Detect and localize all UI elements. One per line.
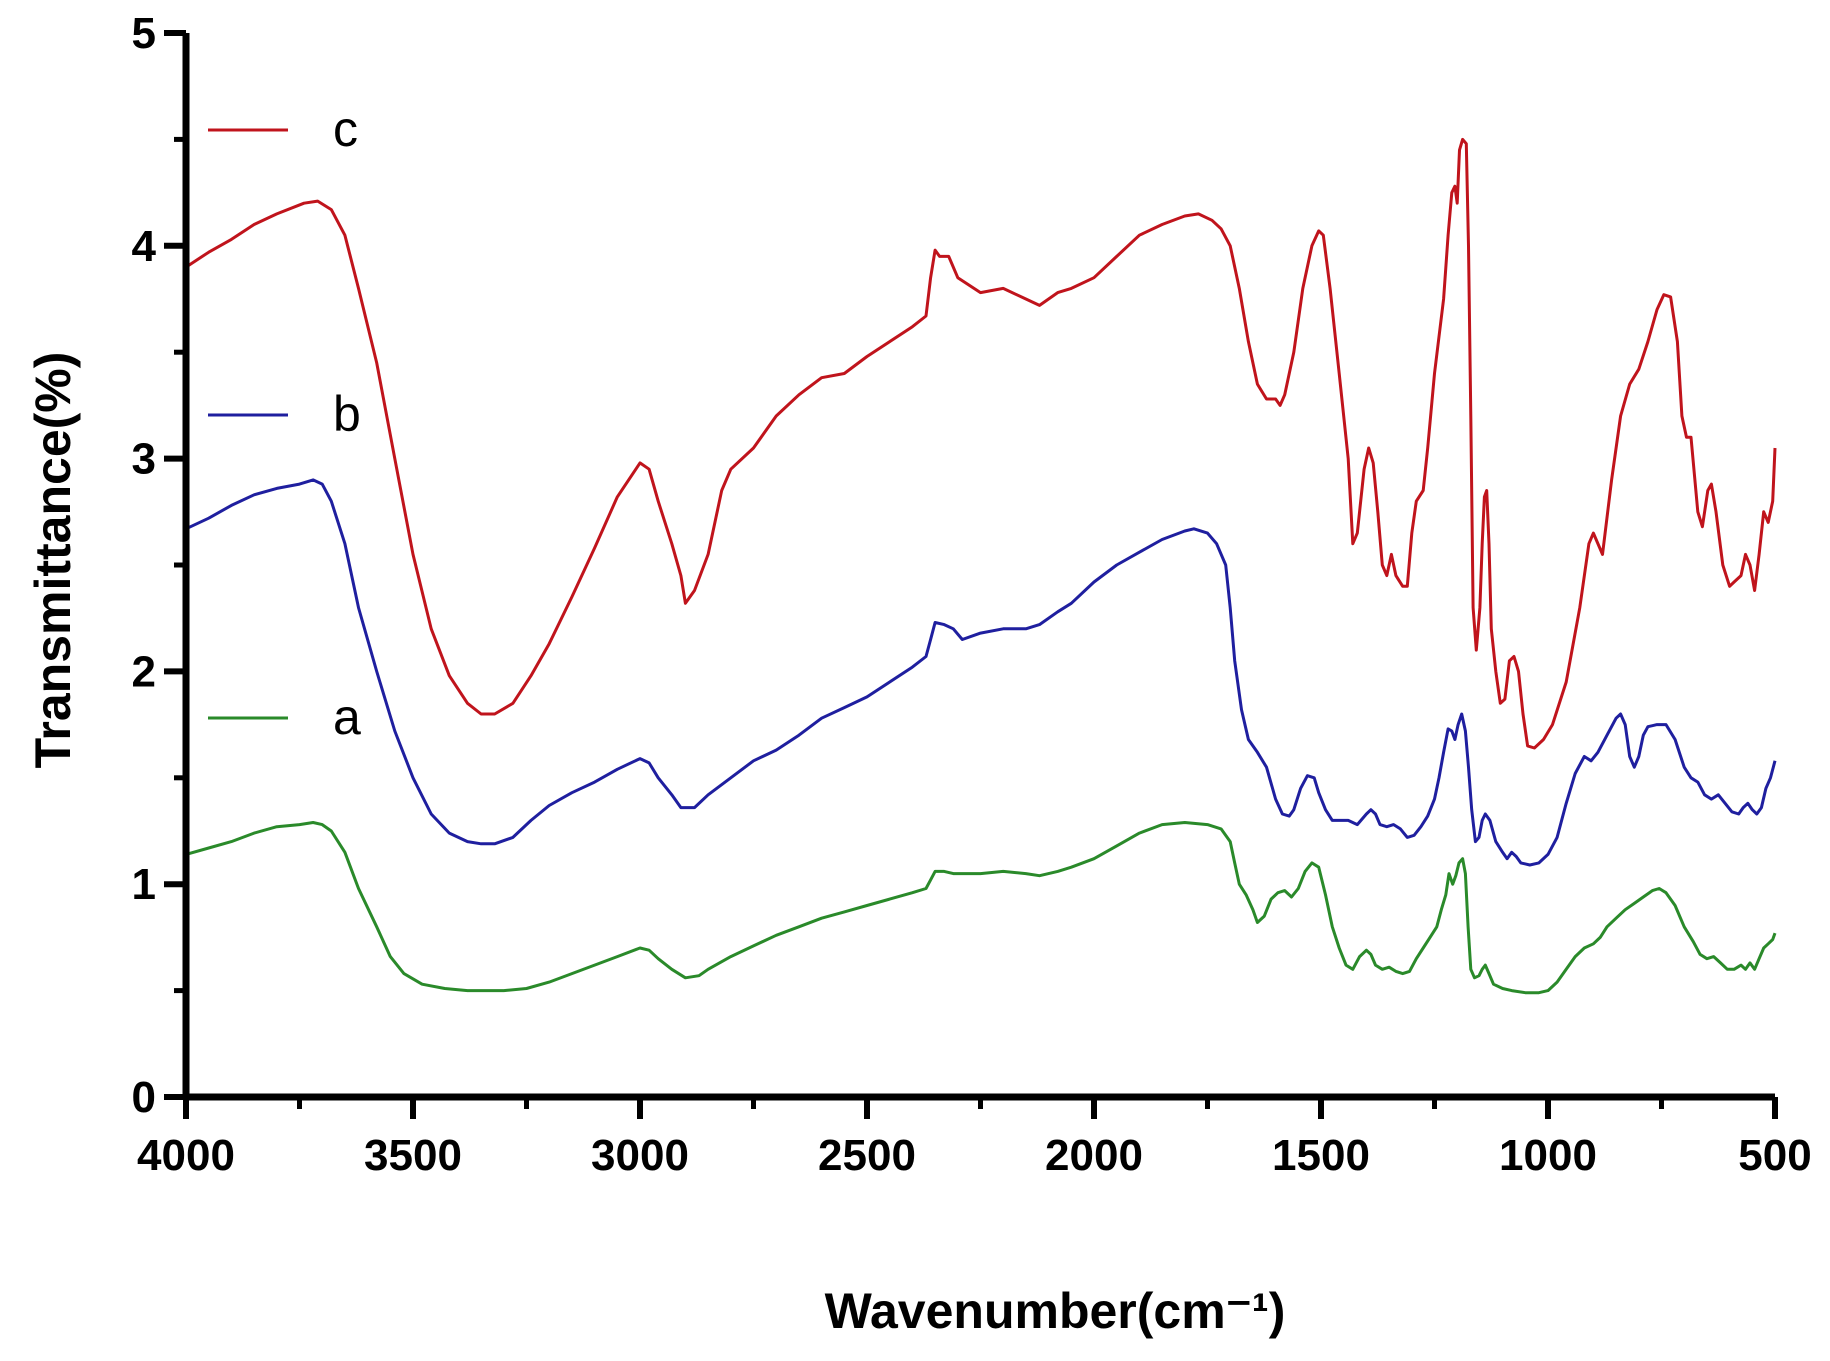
y-tick-label: 4 (132, 222, 157, 271)
legend: c b a (208, 101, 361, 745)
x-tick-label: 1500 (1272, 1131, 1370, 1180)
y-tick-label: 3 (132, 435, 156, 484)
series-group (185, 137, 1777, 995)
y-tick-label: 1 (132, 860, 156, 909)
y-axis-title: Transmittance(%) (25, 352, 81, 769)
series-line-a (185, 821, 1777, 995)
x-tick-label: 2000 (1045, 1131, 1143, 1180)
series-line-b (185, 478, 1777, 867)
legend-label-b: b (333, 386, 361, 442)
legend-label-c: c (333, 101, 358, 157)
y-tick-label: 2 (132, 647, 156, 696)
y-tick-label: 5 (132, 9, 156, 58)
x-tick-label: 1000 (1499, 1131, 1597, 1180)
y-tick-label: 0 (132, 1073, 156, 1122)
series-line-c (185, 137, 1777, 750)
x-axis-title: Wavenumber(cm⁻¹) (825, 1283, 1286, 1339)
legend-label-a: a (333, 689, 361, 745)
x-tick-label: 2500 (818, 1131, 916, 1180)
x-tick-label: 3000 (591, 1131, 689, 1180)
ticks: 0 1 2 3 4 5 4000 3500 3000 2500 2000 1500 1000 500 (132, 9, 1812, 1180)
x-tick-label: 4000 (137, 1131, 235, 1180)
axes (182, 33, 1775, 1101)
x-tick-label: 3500 (364, 1131, 462, 1180)
x-tick-label: 500 (1738, 1131, 1811, 1180)
